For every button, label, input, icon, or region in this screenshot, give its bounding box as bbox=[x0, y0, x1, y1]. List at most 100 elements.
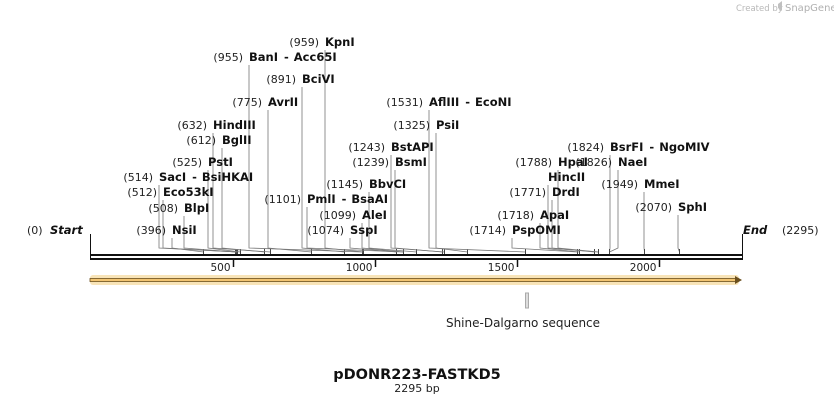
enzyme-label[interactable]: BglII bbox=[222, 133, 252, 147]
enzyme-name[interactable]: NaeI bbox=[618, 155, 647, 169]
credit-prefix: Created by bbox=[736, 4, 783, 14]
enzyme-name[interactable]: PmlI bbox=[307, 192, 336, 206]
enzyme-name[interactable]: DrdI bbox=[552, 185, 580, 199]
enzyme-label[interactable]: DrdI bbox=[552, 185, 580, 199]
enzyme-name[interactable]: NgoMIV bbox=[659, 140, 709, 154]
cut-site-leader bbox=[435, 133, 468, 253]
enzyme-name[interactable]: MmeI bbox=[644, 177, 680, 191]
enzyme-name[interactable]: SphI bbox=[678, 200, 707, 214]
enzyme-name[interactable]: EcoNI bbox=[475, 95, 511, 109]
enzyme-label[interactable]: BlpI bbox=[184, 201, 209, 215]
cut-site-leader bbox=[267, 110, 312, 253]
enzyme-labels: (396) NsiI (508) BlpI (512) Eco53kI (514) SacI -… bbox=[123, 35, 709, 237]
scale-tick-label: 500 bbox=[210, 262, 230, 274]
site-position: (1824) bbox=[567, 141, 604, 154]
start-label: Start bbox=[50, 223, 83, 237]
enzyme-name[interactable]: BciVI bbox=[302, 72, 335, 86]
site-position: (632) bbox=[177, 119, 207, 132]
full-length-arrow bbox=[89, 275, 742, 285]
enzyme-name[interactable]: KpnI bbox=[325, 35, 355, 49]
enzyme-label[interactable]: AvrII bbox=[268, 95, 298, 109]
backbone-bottom-strand bbox=[90, 258, 743, 260]
enzyme-label[interactable]: SacI - BsiHKAI bbox=[159, 170, 253, 184]
plasmid-name: pDONR223-FASTKD5 bbox=[333, 367, 501, 383]
cut-site-leader bbox=[428, 110, 526, 253]
cut-site-leader bbox=[557, 170, 599, 253]
enzyme-label[interactable]: HincII bbox=[548, 170, 585, 184]
feature-box[interactable] bbox=[525, 292, 529, 309]
enzyme-label[interactable]: NaeI bbox=[618, 155, 647, 169]
enzyme-label[interactable]: Eco53kI bbox=[163, 185, 214, 199]
enzyme-name[interactable]: HincII bbox=[548, 170, 585, 184]
enzyme-name[interactable]: AleI bbox=[362, 208, 387, 222]
enzyme-label[interactable]: HindIII bbox=[213, 118, 256, 132]
enzyme-label[interactable]: NsiI bbox=[172, 223, 197, 237]
enzyme-name[interactable]: NsiI bbox=[172, 223, 197, 237]
enzyme-name[interactable]: PstI bbox=[208, 155, 233, 169]
enzyme-label[interactable]: AleI bbox=[362, 208, 387, 222]
enzyme-name[interactable]: BsaAI bbox=[351, 192, 388, 206]
enzyme-label[interactable]: ApaI bbox=[540, 208, 569, 222]
enzyme-label[interactable]: HpaI bbox=[558, 155, 588, 169]
enzyme-label[interactable]: BanI - Acc65I bbox=[249, 50, 337, 64]
scale-tick-label: 1000 bbox=[346, 262, 373, 274]
enzyme-label[interactable]: PstI bbox=[208, 155, 233, 169]
enzyme-name[interactable]: BsiHKAI bbox=[202, 170, 253, 184]
arrow-head bbox=[735, 276, 742, 284]
enzyme-name[interactable]: PsiI bbox=[436, 118, 459, 132]
enzyme-name[interactable]: HindIII bbox=[213, 118, 256, 132]
enzyme-name[interactable]: BsmI bbox=[395, 155, 427, 169]
enzyme-name[interactable]: BbvCI bbox=[369, 177, 406, 191]
cut-site-leader-lines bbox=[158, 50, 680, 254]
enzyme-label[interactable]: BsrFI - NgoMIV bbox=[610, 140, 710, 154]
site-position: (612) bbox=[186, 134, 216, 147]
cut-site-leader bbox=[212, 133, 271, 253]
enzyme-label[interactable]: SphI bbox=[678, 200, 707, 214]
enzyme-label[interactable]: PspOMI bbox=[512, 223, 561, 237]
enzyme-label[interactable]: PsiI bbox=[436, 118, 459, 132]
enzyme-name[interactable]: PspOMI bbox=[512, 223, 561, 237]
enzyme-name[interactable]: BsrFI bbox=[610, 140, 643, 154]
site-position: (512) bbox=[127, 186, 157, 199]
enzyme-label[interactable]: BstAPI bbox=[391, 140, 434, 154]
cut-site-leader bbox=[349, 238, 397, 253]
enzyme-name[interactable]: BlpI bbox=[184, 201, 209, 215]
enzyme-name[interactable]: BanI bbox=[249, 50, 278, 64]
enzyme-name[interactable]: SacI bbox=[159, 170, 186, 184]
site-position: (1949) bbox=[601, 178, 638, 191]
cut-site-leader bbox=[158, 185, 238, 253]
enzyme-name[interactable]: BglII bbox=[222, 133, 252, 147]
enzyme-name[interactable]: HpaI bbox=[558, 155, 588, 169]
snapgene-logo-icon bbox=[778, 1, 782, 11]
enzyme-name[interactable]: ApaI bbox=[540, 208, 569, 222]
enzyme-label[interactable]: MmeI bbox=[644, 177, 680, 191]
enzyme-label[interactable]: PmlI - BsaAI bbox=[307, 192, 388, 206]
site-position: (508) bbox=[148, 202, 178, 215]
enzyme-label[interactable]: BbvCI bbox=[369, 177, 406, 191]
cut-site-leader bbox=[539, 223, 580, 253]
backbone-top-strand bbox=[90, 254, 743, 256]
enzyme-label[interactable]: BciVI bbox=[302, 72, 335, 86]
scale-tick-label: 1500 bbox=[488, 262, 515, 274]
site-position: (1243) bbox=[348, 141, 385, 154]
enzyme-label[interactable]: SspI bbox=[350, 223, 378, 237]
end-position: (2295) bbox=[782, 224, 819, 237]
enzyme-label[interactable]: KpnI bbox=[325, 35, 355, 49]
site-position: (1714) bbox=[469, 224, 506, 237]
site-position: (1771) bbox=[509, 186, 546, 199]
enzyme-label[interactable]: AflIII - EcoNI bbox=[429, 95, 512, 109]
enzyme-name[interactable]: AvrII bbox=[268, 95, 298, 109]
enzyme-name[interactable]: BstAPI bbox=[391, 140, 434, 154]
site-position: (1531) bbox=[386, 96, 423, 109]
site-position: (1101) bbox=[264, 193, 301, 206]
site-position: (396) bbox=[136, 224, 166, 237]
enzyme-name[interactable]: SspI bbox=[350, 223, 378, 237]
enzyme-name[interactable]: Eco53kI bbox=[163, 185, 214, 199]
enzyme-label[interactable]: BsmI bbox=[395, 155, 427, 169]
site-position: (2070) bbox=[635, 201, 672, 214]
enzyme-name[interactable]: AflIII bbox=[429, 95, 459, 109]
cut-site-leader bbox=[171, 238, 204, 253]
enzyme-name[interactable]: Acc65I bbox=[294, 50, 337, 64]
site-position: (775) bbox=[232, 96, 262, 109]
